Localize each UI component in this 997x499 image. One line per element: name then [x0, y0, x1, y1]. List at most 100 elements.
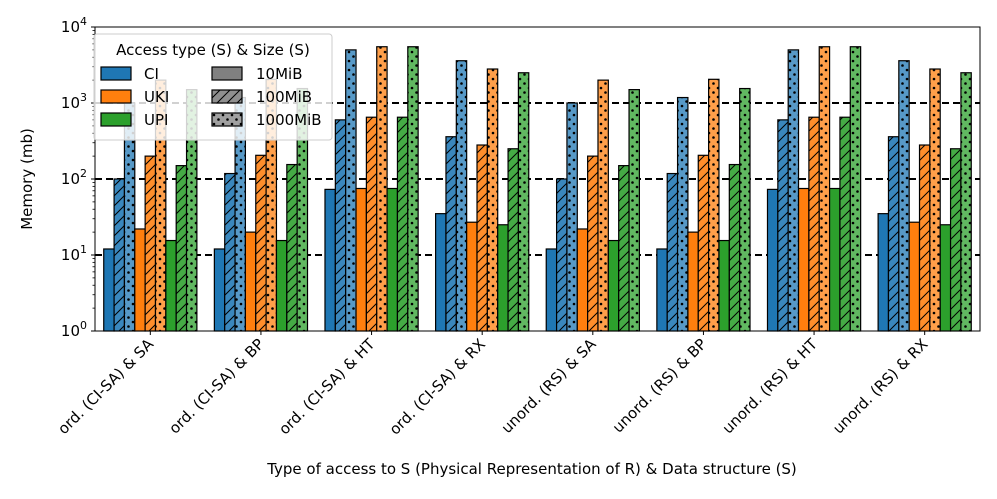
x-axis-label: Type of access to S (Physical Representa… [266, 460, 797, 478]
bar-upi-100mib-5-hatch [729, 164, 740, 331]
bar-ci-1000mib-1-dots [235, 97, 246, 332]
bar-uki-10mib-7-fill [909, 222, 920, 331]
bar-upi-10mib-3-fill [497, 224, 509, 331]
bar-uki-100mib-5-hatch [698, 155, 709, 331]
bar-ci-10mib-4 [545, 248, 558, 332]
bar-upi-1000mib-5-dots [739, 88, 751, 331]
bar-upi-100mib-1 [286, 163, 298, 332]
bar-uki-1000mib-2 [376, 46, 388, 332]
bar-upi-100mib-0-hatch [176, 165, 187, 331]
legend-label-ci: CI [144, 65, 159, 83]
bar-upi-10mib-4-fill [608, 240, 619, 331]
bar-uki-10mib-6 [797, 187, 810, 332]
bar-uki-1000mib-4 [597, 79, 609, 332]
bar-uki-100mib-7-hatch [919, 145, 930, 331]
legend-swatch-ci [100, 66, 132, 81]
bar-ci-100mib-6-hatch [777, 119, 789, 331]
bar-upi-10mib-2-fill [387, 188, 398, 331]
legend-swatch-uki [100, 89, 132, 104]
legend-swatch-upi-edge [100, 112, 132, 127]
bar-upi-100mib-6 [839, 116, 851, 332]
bar-uki-100mib-7 [918, 144, 931, 332]
bar-ci-100mib-7 [887, 136, 900, 332]
bar-uki-10mib-2 [355, 187, 367, 332]
x-tick-label: unord. (RS) & BP [609, 335, 710, 436]
bar-uki-1000mib-6 [818, 46, 831, 332]
bar-upi-100mib-3 [507, 148, 520, 332]
bar-uki-1000mib-7 [929, 68, 941, 332]
bar-ci-1000mib-7 [898, 60, 910, 332]
bar-upi-100mib-5 [728, 163, 741, 332]
bar-uki-1000mib-3 [486, 68, 499, 332]
legend-swatch-1000mib-edge [211, 112, 243, 127]
bar-uki-10mib-0-fill [134, 228, 146, 331]
bar-uki-100mib-6 [808, 116, 820, 332]
y-tick-label: 102 [61, 167, 87, 188]
bar-uki-100mib-0 [144, 155, 157, 332]
bar-upi-100mib-4-hatch [618, 165, 630, 331]
y-axis-label: Memory (mb) [18, 128, 36, 230]
bar-ci-1000mib-5-dots [677, 97, 688, 332]
bar-uki-1000mib-3-dots [487, 69, 498, 331]
y-axis: 100 101 102 103 104 [61, 15, 95, 340]
bar-uki-1000mib-0-dots [155, 80, 166, 331]
bar-ci-10mib-3 [435, 213, 447, 332]
bar-uki-10mib-4 [576, 228, 589, 332]
bar-uki-10mib-1-fill [245, 232, 256, 331]
bar-ci-1000mib-3 [455, 60, 468, 332]
bar-upi-10mib-1 [275, 239, 288, 332]
bar-ci-1000mib-6-dots [788, 49, 799, 331]
bar-ci-100mib-3-hatch [445, 136, 457, 331]
legend-swatch-1000mib-dots [212, 113, 242, 126]
bar-uki-1000mib-6-dots [819, 46, 830, 332]
legend-swatch-1000mib [211, 112, 243, 127]
bar-upi-10mib-0-fill [165, 240, 177, 331]
bar-uki-10mib-3-fill [466, 222, 478, 331]
x-tick-label: ord. (CI-SA) & RX [386, 335, 489, 438]
bar-uki-100mib-6-hatch [808, 117, 820, 331]
bar-ci-10mib-7-fill [878, 213, 889, 331]
legend-swatch-ci-edge [100, 66, 132, 81]
legend-label-100mib: 100MiB [256, 88, 312, 106]
bar-upi-10mib-3 [497, 224, 509, 332]
bar-ci-10mib-2 [324, 188, 336, 332]
x-tick-label: ord. (CI-SA) & BP [165, 335, 267, 437]
bar-upi-1000mib-4-dots [629, 89, 640, 331]
y-tick-label: 100 [61, 319, 87, 340]
bar-upi-1000mib-4 [628, 89, 640, 332]
bar-ci-10mib-5-fill [656, 248, 668, 331]
bar-uki-10mib-1 [244, 231, 257, 332]
legend-swatch-upi-fill [101, 113, 131, 126]
bar-upi-10mib-6-fill [829, 188, 840, 331]
bar-uki-100mib-4 [587, 155, 599, 332]
legend: Access type (S) & Size (S) CI UKI UPI 10MiB 1… [93, 33, 333, 141]
bar-ci-1000mib-4-dots [566, 103, 578, 331]
bar-upi-1000mib-3-dots [518, 72, 529, 331]
bars [103, 46, 972, 332]
bar-uki-10mib-5 [687, 231, 699, 332]
bar-ci-100mib-1-hatch [224, 173, 236, 331]
bar-upi-10mib-2 [386, 187, 399, 332]
bar-ci-10mib-0 [103, 248, 115, 332]
bar-ci-1000mib-6 [787, 49, 800, 332]
legend-swatch-uki-edge [100, 89, 132, 104]
bar-ci-10mib-4-fill [546, 248, 557, 331]
legend-swatch-ci-fill [101, 67, 131, 80]
bar-ci-1000mib-3-dots [456, 60, 467, 331]
bar-upi-10mib-5 [718, 239, 730, 332]
bar-uki-10mib-0 [134, 228, 146, 332]
bar-uki-10mib-3 [466, 221, 478, 332]
bar-ci-1000mib-2 [345, 49, 357, 332]
legend-swatch-10mib-fill [212, 67, 242, 80]
bar-upi-1000mib-7-dots [960, 72, 972, 331]
bar-ci-10mib-5 [656, 248, 668, 332]
x-tick-label: unord. (RS) & HT [719, 335, 822, 438]
bar-ci-100mib-5-hatch [667, 173, 678, 331]
bar-uki-100mib-3 [476, 144, 488, 332]
legend-swatch-100mib-hatch [212, 90, 242, 103]
bar-ci-100mib-6 [777, 119, 789, 332]
bar-ci-10mib-1-fill [214, 248, 225, 331]
bar-upi-100mib-1-hatch [286, 164, 298, 331]
bar-uki-1000mib-5-dots [708, 79, 719, 332]
